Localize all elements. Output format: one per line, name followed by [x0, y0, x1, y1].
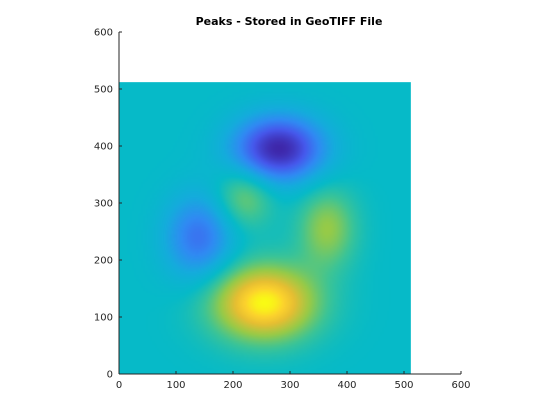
y-tick-label: 200 [94, 256, 113, 267]
x-tick-label: 100 [166, 380, 185, 391]
y-tick-label: 300 [94, 199, 113, 210]
x-ticks: 0 100 200 300 400 500 600 [116, 371, 471, 391]
x-tick-label: 500 [394, 380, 413, 391]
axes: 0 100 200 300 400 500 600 0 100 200 300 400 500 600 [94, 28, 471, 392]
x-tick-label: 600 [451, 380, 470, 391]
y-tick-label: 400 [94, 142, 113, 153]
x-tick-label: 0 [116, 380, 122, 391]
heatmap-raster [119, 82, 411, 374]
x-tick-label: 300 [280, 380, 299, 391]
y-ticks: 0 100 200 300 400 500 600 [94, 28, 122, 381]
y-tick-label: 500 [94, 85, 113, 96]
x-tick-label: 400 [337, 380, 356, 391]
x-tick-label: 200 [223, 380, 242, 391]
y-tick-label: 600 [94, 28, 113, 39]
y-tick-label: 0 [107, 370, 113, 381]
y-tick-label: 100 [94, 313, 113, 324]
chart-title: Peaks - Stored in GeoTIFF File [196, 15, 383, 28]
plot-area [119, 82, 411, 374]
